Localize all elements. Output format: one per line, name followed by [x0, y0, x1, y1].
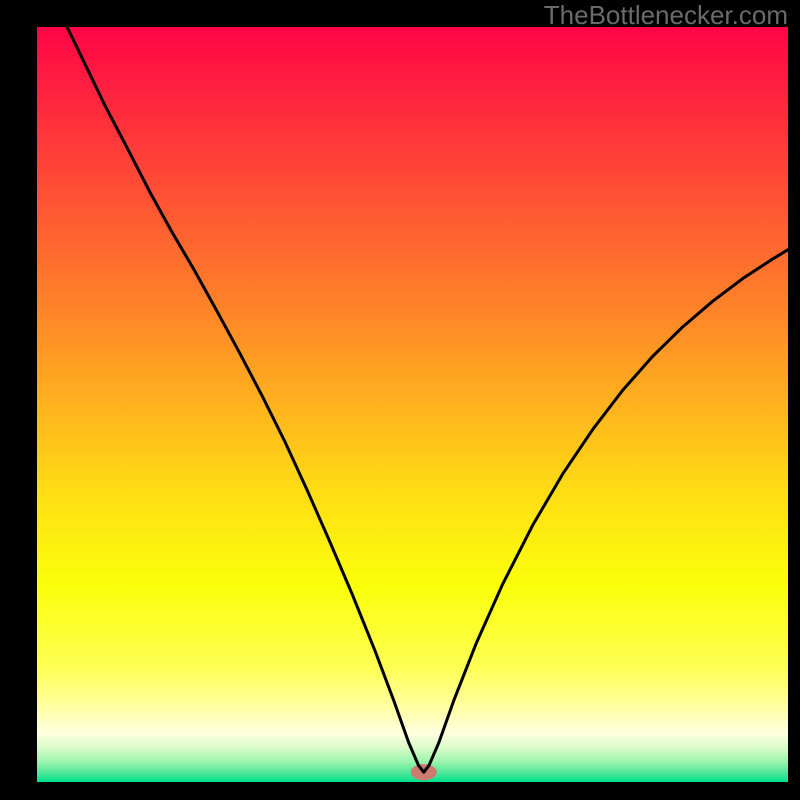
gradient-background — [37, 27, 788, 782]
watermark-text: TheBottlenecker.com — [544, 0, 788, 31]
